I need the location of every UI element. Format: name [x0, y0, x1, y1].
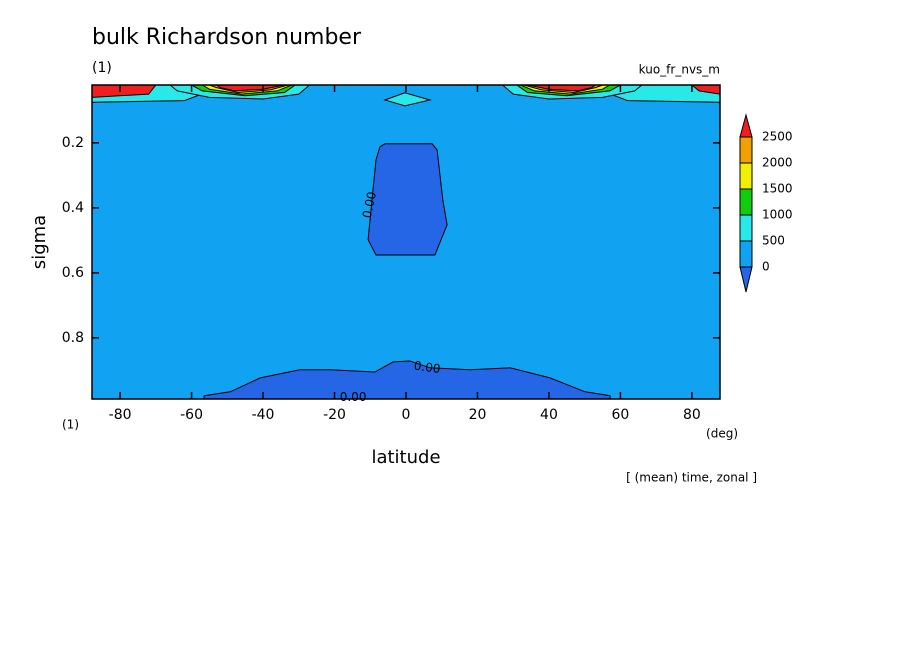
- plot-area: [92, 85, 720, 399]
- colorbar-band: [739, 136, 753, 164]
- y-tick-label: 0.2: [62, 135, 84, 151]
- colorbar-band: [739, 162, 753, 190]
- colorbar-band: [739, 188, 753, 216]
- axes: 0.00 0.00 0.00 -80 -60 -40 -20 0 20 40 60 80 0.2 0.4 0…: [62, 84, 793, 423]
- x-axis-label: latitude: [371, 447, 440, 468]
- colorbar-over: [739, 113, 753, 138]
- x-tick-label: 60: [612, 407, 630, 423]
- x-tick-label: -80: [109, 407, 132, 423]
- note: [ (mean) time, zonal ]: [626, 471, 757, 485]
- subtitle: (1): [92, 60, 112, 76]
- contour-label: 0.00: [360, 190, 379, 219]
- x-tick-label: -40: [252, 407, 275, 423]
- contour-region: [383, 92, 432, 107]
- x-tick-label: -20: [323, 407, 346, 423]
- y-tick-label: 0.8: [62, 330, 84, 346]
- contour-region: [527, 85, 597, 92]
- y-tick-label: 0.6: [62, 265, 84, 281]
- colorbar-band: [739, 214, 753, 242]
- colorbar-label: 1000: [762, 208, 793, 222]
- chart-title: bulk Richardson number: [92, 25, 362, 50]
- contour-label: 0.00: [413, 359, 441, 377]
- contour-region: [215, 85, 285, 92]
- contour-label: 0.00: [340, 390, 367, 404]
- contour-region: [203, 360, 611, 399]
- contour-region: [367, 143, 448, 256]
- colorbar-band: [739, 240, 753, 268]
- colorbar-label: 0: [762, 260, 770, 274]
- contour-region: [691, 85, 720, 95]
- y-unit: (1): [62, 418, 79, 432]
- y-axis-label: sigma: [29, 215, 50, 269]
- x-unit: (deg): [706, 427, 738, 441]
- run-label: kuo_fr_nvs_m: [639, 63, 720, 77]
- colorbar-label: 500: [762, 234, 785, 248]
- colorbar-label: 2000: [762, 156, 793, 170]
- x-tick-label: 80: [683, 407, 701, 423]
- contour-region: [92, 85, 157, 98]
- colorbar-under: [739, 266, 753, 293]
- colorbar-label: 2500: [762, 130, 793, 144]
- x-tick-label: 0: [402, 407, 411, 423]
- y-tick-label: 0.4: [62, 200, 84, 216]
- x-tick-label: 40: [540, 407, 558, 423]
- colorbar-label: 1500: [762, 182, 793, 196]
- x-tick-label: -60: [180, 407, 203, 423]
- x-tick-label: 20: [469, 407, 487, 423]
